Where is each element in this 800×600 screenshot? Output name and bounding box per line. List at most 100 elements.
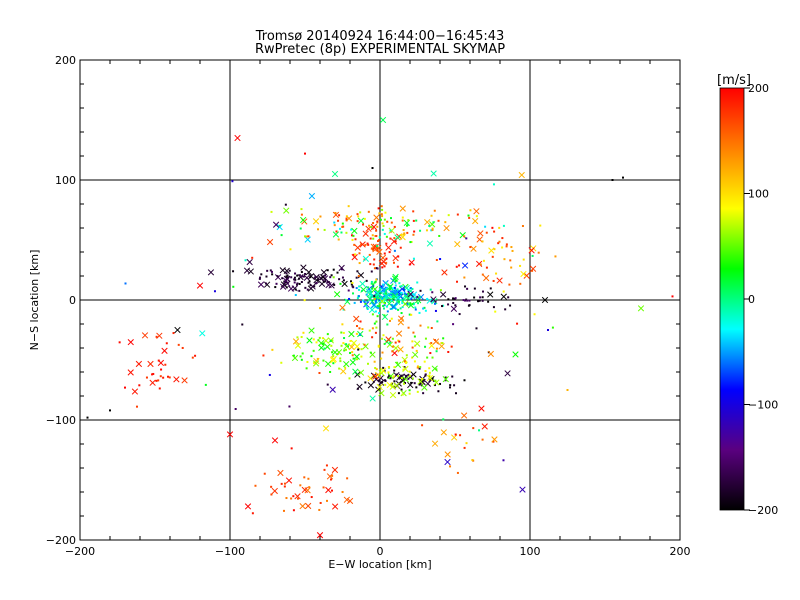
point-stroke [460, 412, 468, 419]
data-point [342, 279, 345, 282]
data-point [346, 477, 349, 480]
data-point [373, 360, 376, 363]
point-dot [489, 287, 492, 290]
colorbar-tick-label: −200 [748, 504, 778, 517]
point-dot [452, 297, 455, 300]
point-stroke [304, 236, 311, 243]
point-stroke [335, 349, 343, 356]
data-point [366, 308, 369, 311]
data-point [173, 376, 180, 383]
point-dot [345, 231, 348, 234]
data-point [109, 409, 111, 412]
data-point [308, 280, 311, 283]
point-dot [368, 253, 371, 256]
point-dot [360, 243, 363, 246]
point-dot [418, 311, 421, 314]
point-dot [368, 329, 371, 332]
point-dot [403, 293, 406, 296]
data-point [152, 372, 155, 375]
data-point [454, 433, 457, 436]
point-dot [305, 367, 308, 370]
data-point [402, 300, 409, 308]
point-dot [510, 246, 513, 249]
data-point [475, 260, 483, 268]
point-stroke [263, 281, 271, 288]
data-point [366, 295, 373, 302]
point-stroke [306, 337, 313, 344]
point-stroke [329, 357, 337, 364]
data-point [475, 215, 478, 218]
point-dot [157, 359, 160, 362]
data-point [411, 346, 414, 349]
data-point [464, 299, 467, 302]
point-dot [373, 297, 376, 300]
data-point [287, 285, 295, 292]
data-point [331, 170, 339, 178]
data-point [351, 227, 358, 235]
point-stroke [397, 319, 404, 326]
data-point [405, 293, 408, 296]
data-point [431, 291, 434, 294]
point-dot [292, 495, 295, 498]
point-dot [494, 310, 497, 313]
data-point [281, 277, 284, 280]
point-dot [231, 180, 234, 183]
point-stroke [294, 493, 301, 500]
point-dot [371, 227, 374, 230]
point-stroke [369, 351, 376, 358]
data-point [470, 245, 477, 252]
data-point [331, 351, 334, 354]
point-dot [296, 336, 299, 339]
data-point [135, 405, 138, 408]
point-dot [386, 220, 389, 223]
data-point [332, 355, 335, 358]
point-dot [365, 304, 368, 307]
data-point [135, 360, 143, 368]
point-stroke [157, 359, 165, 367]
data-point [312, 360, 320, 367]
point-dot [384, 288, 387, 291]
data-point [373, 281, 376, 284]
point-dot [380, 296, 383, 299]
data-point [396, 375, 399, 378]
point-dot [428, 371, 431, 374]
data-point [322, 337, 330, 344]
point-dot [364, 302, 367, 305]
point-dot [412, 296, 415, 299]
point-dot [416, 295, 419, 298]
data-point [127, 369, 134, 376]
data-point [383, 218, 386, 221]
point-dot [385, 305, 388, 308]
data-point [376, 315, 379, 318]
point-dot [260, 273, 263, 276]
data-point [412, 233, 415, 236]
point-stroke [338, 264, 345, 272]
data-point [329, 357, 337, 364]
point-stroke [377, 374, 385, 382]
point-dot [380, 285, 383, 288]
point-dot [396, 288, 399, 291]
data-point [293, 281, 296, 284]
point-dot [268, 373, 271, 376]
data-point [622, 176, 624, 179]
point-dot [382, 334, 385, 337]
data-point [481, 296, 484, 299]
data-point [382, 307, 385, 310]
point-dot [431, 291, 434, 294]
point-stroke [313, 276, 320, 284]
point-stroke [318, 344, 325, 351]
point-stroke [312, 360, 320, 367]
point-stroke [341, 280, 348, 288]
data-point [234, 408, 237, 411]
point-dot [382, 304, 385, 307]
point-stroke [332, 231, 340, 238]
point-stroke [174, 326, 181, 334]
point-dot [377, 307, 380, 310]
point-dot [355, 276, 358, 279]
point-stroke [372, 243, 379, 250]
point-stroke [496, 277, 503, 284]
point-stroke [385, 292, 392, 299]
data-point [452, 323, 455, 326]
data-point [316, 532, 324, 539]
data-point [492, 279, 495, 282]
